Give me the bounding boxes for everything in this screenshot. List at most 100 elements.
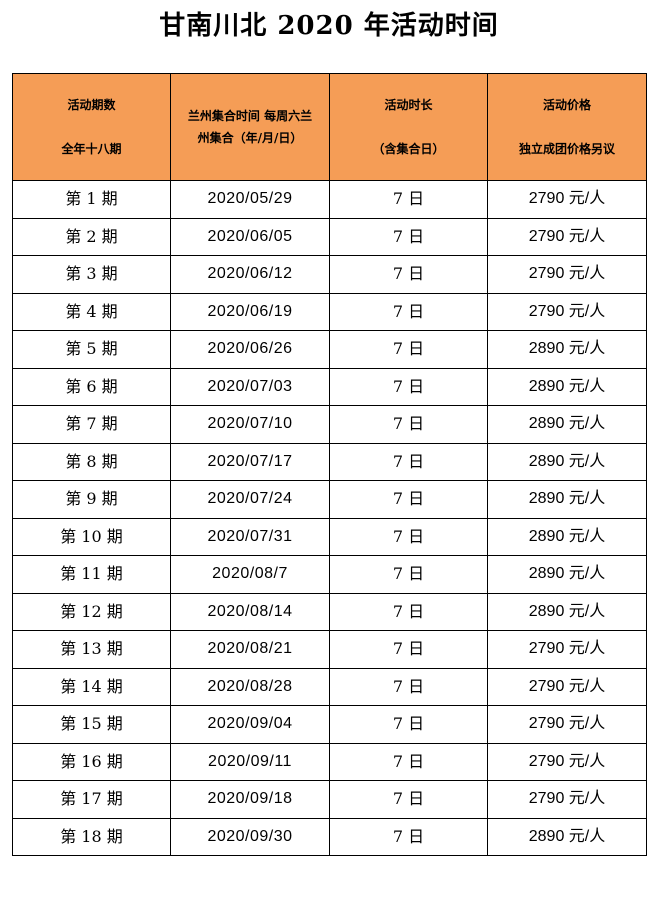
cell-date: 2020/06/19	[170, 292, 330, 331]
cell-price: 2790 元/人	[487, 742, 647, 781]
cell-period: 第 3 期	[12, 255, 171, 294]
header-period: 活动期数 全年十八期	[12, 73, 171, 181]
table-row: 第 2 期 2020/06/05 7 日 2790 元/人	[12, 217, 647, 256]
cell-date: 2020/08/14	[170, 592, 330, 631]
page-title: 甘南川北 2020 年活动时间	[159, 11, 499, 41]
schedule-table: 活动期数 全年十八期 兰州集合时间 每周六兰 州集合（年/月/日） 活动时长 （…	[12, 73, 647, 856]
cell-price: 2890 元/人	[487, 480, 647, 519]
cell-date: 2020/09/04	[170, 705, 330, 744]
header-date-line1: 兰州集合时间 每周六兰	[187, 109, 313, 123]
cell-price: 2890 元/人	[487, 367, 647, 406]
header-date: 兰州集合时间 每周六兰 州集合（年/月/日）	[170, 73, 330, 181]
cell-duration: 7 日	[329, 255, 488, 294]
cell-price: 2790 元/人	[487, 255, 647, 294]
header-row: 活动期数 全年十八期 兰州集合时间 每周六兰 州集合（年/月/日） 活动时长 （…	[12, 73, 647, 181]
table-row: 第 9 期 2020/07/24 7 日 2890 元/人	[12, 480, 647, 519]
cell-price: 2790 元/人	[487, 667, 647, 706]
cell-price: 2890 元/人	[487, 442, 647, 481]
cell-period: 第 2 期	[12, 217, 171, 256]
table-row: 第 16 期 2020/09/11 7 日 2790 元/人	[12, 742, 647, 781]
cell-price: 2890 元/人	[487, 517, 647, 556]
cell-period: 第 11 期	[12, 555, 171, 594]
cell-date: 2020/07/03	[170, 367, 330, 406]
header-date-line2: 州集合（年/月/日）	[197, 131, 303, 145]
cell-period: 第 14 期	[12, 667, 171, 706]
cell-date: 2020/07/24	[170, 480, 330, 519]
cell-period: 第 1 期	[12, 180, 171, 219]
cell-date: 2020/06/12	[170, 255, 330, 294]
cell-date: 2020/07/10	[170, 405, 330, 444]
cell-duration: 7 日	[329, 405, 488, 444]
cell-period: 第 5 期	[12, 330, 171, 369]
table-row: 第 12 期 2020/08/14 7 日 2890 元/人	[12, 592, 647, 631]
cell-date: 2020/06/05	[170, 217, 330, 256]
cell-price: 2890 元/人	[487, 817, 647, 856]
cell-period: 第 18 期	[12, 817, 171, 856]
table-row: 第 6 期 2020/07/03 7 日 2890 元/人	[12, 367, 647, 406]
cell-duration: 7 日	[329, 630, 488, 669]
cell-period: 第 4 期	[12, 292, 171, 331]
table-row: 第 14 期 2020/08/28 7 日 2790 元/人	[12, 667, 647, 706]
cell-date: 2020/08/21	[170, 630, 330, 669]
header-period-line2: 全年十八期	[61, 142, 122, 156]
cell-duration: 7 日	[329, 817, 488, 856]
header-price-line2: 独立成团价格另议	[518, 142, 615, 156]
cell-duration: 7 日	[329, 217, 488, 256]
table-row: 第 8 期 2020/07/17 7 日 2890 元/人	[12, 442, 647, 481]
table-row: 第 4 期 2020/06/19 7 日 2790 元/人	[12, 292, 647, 331]
table-row: 第 7 期 2020/07/10 7 日 2890 元/人	[12, 405, 647, 444]
cell-date: 2020/05/29	[170, 180, 330, 219]
cell-period: 第 17 期	[12, 780, 171, 819]
table-row: 第 13 期 2020/08/21 7 日 2790 元/人	[12, 630, 647, 669]
cell-period: 第 13 期	[12, 630, 171, 669]
cell-period: 第 16 期	[12, 742, 171, 781]
table-row: 第 15 期 2020/09/04 7 日 2790 元/人	[12, 705, 647, 744]
cell-duration: 7 日	[329, 480, 488, 519]
table-row: 第 10 期 2020/07/31 7 日 2890 元/人	[12, 517, 647, 556]
table-body: 第 1 期 2020/05/29 7 日 2790 元/人 第 2 期 2020…	[12, 180, 647, 856]
cell-period: 第 8 期	[12, 442, 171, 481]
cell-duration: 7 日	[329, 180, 488, 219]
cell-duration: 7 日	[329, 517, 488, 556]
cell-duration: 7 日	[329, 367, 488, 406]
cell-date: 2020/09/30	[170, 817, 330, 856]
header-price-line1: 活动价格	[542, 98, 591, 112]
cell-price: 2890 元/人	[487, 405, 647, 444]
cell-price: 2790 元/人	[487, 630, 647, 669]
table-row: 第 18 期 2020/09/30 7 日 2890 元/人	[12, 817, 647, 856]
cell-duration: 7 日	[329, 667, 488, 706]
cell-price: 2890 元/人	[487, 592, 647, 631]
cell-price: 2790 元/人	[487, 180, 647, 219]
cell-period: 第 15 期	[12, 705, 171, 744]
cell-duration: 7 日	[329, 742, 488, 781]
cell-date: 2020/09/18	[170, 780, 330, 819]
table-row: 第 1 期 2020/05/29 7 日 2790 元/人	[12, 180, 647, 219]
cell-duration: 7 日	[329, 705, 488, 744]
cell-date: 2020/06/26	[170, 330, 330, 369]
cell-price: 2890 元/人	[487, 330, 647, 369]
header-price: 活动价格 独立成团价格另议	[487, 73, 647, 181]
cell-duration: 7 日	[329, 330, 488, 369]
cell-price: 2790 元/人	[487, 292, 647, 331]
header-duration: 活动时长 （含集合日）	[329, 73, 488, 181]
cell-date: 2020/08/7	[170, 555, 330, 594]
table-row: 第 3 期 2020/06/12 7 日 2790 元/人	[12, 255, 647, 294]
cell-price: 2790 元/人	[487, 780, 647, 819]
cell-duration: 7 日	[329, 780, 488, 819]
table-row: 第 17 期 2020/09/18 7 日 2790 元/人	[12, 780, 647, 819]
header-duration-line1: 活动时长	[384, 98, 433, 112]
header-duration-line2: （含集合日）	[372, 142, 445, 156]
cell-price: 2790 元/人	[487, 705, 647, 744]
table-row: 第 5 期 2020/06/26 7 日 2890 元/人	[12, 330, 647, 369]
cell-date: 2020/08/28	[170, 667, 330, 706]
cell-period: 第 12 期	[12, 592, 171, 631]
header-period-line1: 活动期数	[67, 98, 116, 112]
cell-period: 第 9 期	[12, 480, 171, 519]
table-header: 活动期数 全年十八期 兰州集合时间 每周六兰 州集合（年/月/日） 活动时长 （…	[12, 73, 647, 181]
cell-date: 2020/09/11	[170, 742, 330, 781]
cell-duration: 7 日	[329, 292, 488, 331]
cell-date: 2020/07/31	[170, 517, 330, 556]
cell-duration: 7 日	[329, 555, 488, 594]
table-row: 第 11 期 2020/08/7 7 日 2890 元/人	[12, 555, 647, 594]
cell-period: 第 7 期	[12, 405, 171, 444]
